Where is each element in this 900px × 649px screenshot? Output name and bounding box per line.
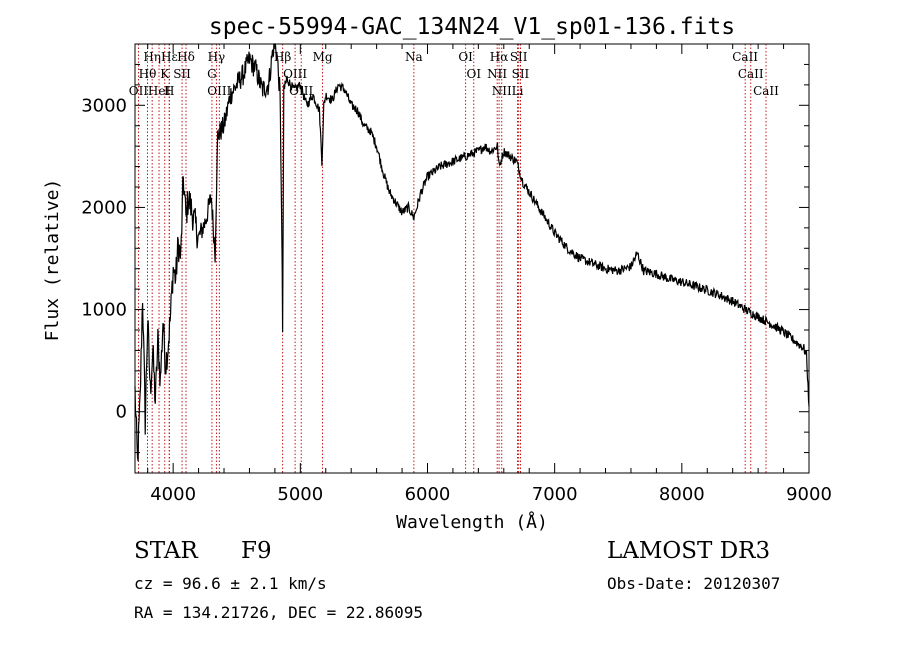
- line-marker-label: OI: [458, 50, 473, 64]
- obs-date-text: Obs-Date: 20120307: [607, 574, 781, 593]
- y-tick-label: 0: [116, 402, 127, 423]
- x-tick-label: 5000: [277, 484, 323, 505]
- x-tick-label: 7000: [532, 484, 578, 505]
- spectrum-line: [134, 43, 810, 462]
- line-marker-label: Hε: [161, 50, 178, 64]
- object-subclass: F9: [241, 538, 272, 564]
- line-marker-label: CaII: [738, 67, 764, 81]
- line-marker-label: NII: [492, 84, 512, 98]
- survey-name: LAMOST DR3: [607, 538, 771, 564]
- y-tick-label: 2000: [81, 197, 127, 218]
- x-tick-label: 4000: [150, 484, 196, 505]
- line-marker-label: NII: [487, 67, 507, 81]
- line-marker-label: OII: [129, 84, 149, 98]
- line-marker-label: K: [160, 67, 170, 81]
- line-marker-label: CaII: [753, 84, 779, 98]
- line-marker-label: Hγ: [208, 50, 226, 64]
- line-marker-label: Mg: [313, 50, 333, 64]
- line-marker-label: Li: [512, 84, 524, 98]
- line-marker-label: G: [207, 67, 217, 81]
- line-marker-label: CaII: [732, 50, 758, 64]
- line-marker-label: SII: [512, 67, 530, 81]
- plot-frame: [134, 43, 810, 474]
- object-class: STAR: [134, 538, 198, 564]
- x-tick-label: 6000: [405, 484, 451, 505]
- line-marker-label: H: [164, 84, 174, 98]
- redshift-text: cz = 96.6 ± 2.1 km/s: [134, 574, 327, 593]
- line-marker-label: SII: [510, 50, 528, 64]
- x-tick-label: 8000: [659, 484, 705, 505]
- line-marker-label: Hθ: [139, 67, 157, 81]
- x-axis-ticks: 4000 5000 6000 7000 8000 9000: [147, 44, 832, 505]
- chart-title: spec-55994-GAC_134N24_V1_sp01-136.fits: [209, 14, 735, 40]
- line-markers: [137, 44, 767, 473]
- line-marker-label: HeI: [148, 84, 171, 98]
- y-axis-ticks: 0 1000 2000 3000: [81, 63, 809, 454]
- line-marker-label: OIII: [283, 67, 307, 81]
- line-marker-label: Hδ: [177, 50, 195, 64]
- line-marker-label: SII: [173, 67, 191, 81]
- line-marker-label: OI: [466, 67, 481, 81]
- y-tick-label: 1000: [81, 300, 127, 321]
- y-tick-label: 3000: [81, 95, 127, 116]
- x-tick-label: 9000: [786, 484, 832, 505]
- line-marker-label: Hα: [490, 50, 509, 64]
- x-axis-label: Wavelength (Å): [396, 511, 548, 533]
- line-marker-label: Hη: [143, 50, 161, 64]
- line-marker-label: Na: [405, 50, 423, 64]
- line-marker-label: OIII: [207, 84, 231, 98]
- y-axis-label: Flux (relative): [42, 179, 63, 342]
- coordinates-text: RA = 134.21726, DEC = 22.86095: [134, 603, 423, 622]
